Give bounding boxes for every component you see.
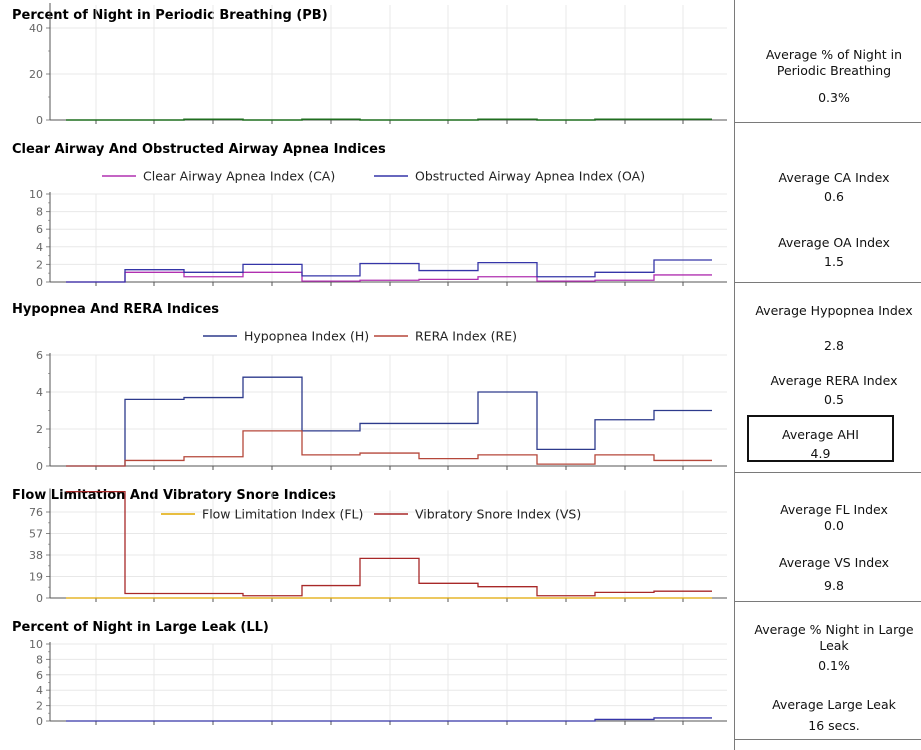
series-line-0	[66, 271, 712, 283]
ll-average-value: 0.1%	[818, 658, 850, 673]
oa-average-label: Average OA Index	[778, 235, 890, 250]
flvs-chart-title: Flow Limitation And Vibratory Snore Indi…	[12, 488, 336, 503]
y-tick-label: 2	[36, 423, 43, 436]
pb-chart: 0 20 40	[29, 3, 727, 127]
fl-average-label: Average FL Index	[780, 502, 888, 517]
y-tick-label: 10	[29, 638, 43, 651]
y-tick-label: 0	[36, 715, 43, 728]
series-line-1	[66, 490, 712, 597]
y-tick-label: 40	[29, 22, 43, 35]
series-line-0	[66, 118, 712, 121]
stats-divider	[735, 122, 921, 123]
y-tick-label: 0	[36, 460, 43, 473]
series-line-1	[66, 259, 712, 283]
vs-average-label: Average VS Index	[778, 555, 890, 570]
hypopnea-rera-chart: 0 2 4 6 Hypopnea Index (H) RERA Index (RE)	[36, 329, 727, 473]
fl-average-value: 0.0	[824, 518, 844, 533]
y-tick-label: 6	[36, 669, 43, 682]
hyp-chart-title: Hypopnea And RERA Indices	[12, 302, 220, 317]
hyp-average-label: Average Hypopnea Index	[755, 303, 913, 318]
ahi-average-value: 4.9	[810, 446, 831, 461]
ll-chart-title: Percent of Night in Large Leak (LL)	[12, 620, 269, 635]
hyp-average-value: 2.8	[824, 338, 844, 353]
y-tick-label: 10	[29, 188, 43, 201]
ca-average-value: 0.6	[824, 189, 844, 204]
rera-average-value: 0.5	[824, 392, 844, 407]
leak-average-label: Average Large Leak	[772, 697, 896, 712]
y-tick-label: 6	[36, 349, 43, 362]
series-line-1	[66, 430, 712, 467]
series-line-0	[66, 717, 712, 722]
ahi-summary-box: Average AHI 4.9	[747, 415, 894, 462]
pb-chart-title: Percent of Night in Periodic Breathing (…	[12, 8, 328, 23]
y-tick-label: 2	[36, 258, 43, 271]
y-tick-label: 76	[29, 506, 43, 519]
pb-average-value: 0.3%	[818, 90, 850, 105]
y-tick-label: 57	[29, 528, 43, 541]
y-tick-label: 4	[36, 684, 43, 697]
stats-divider	[735, 282, 921, 283]
y-tick-label: 38	[29, 549, 43, 562]
y-tick-label: 8	[36, 653, 43, 666]
y-tick-label: 6	[36, 223, 43, 236]
ahi-average-label: Average AHI	[782, 427, 859, 442]
fl-vs-chart: 0 19 38 57 76 Flow Limitation Index (FL) Vibra…	[29, 488, 727, 605]
y-tick-label: 0	[36, 592, 43, 605]
stats-divider	[735, 472, 921, 473]
stats-divider	[735, 601, 921, 602]
y-tick-label: 8	[36, 206, 43, 219]
apnea-chart: 0 2 4 6 8 10 Clear Airway Apnea Index (CA) Obst…	[29, 169, 727, 289]
y-tick-label: 20	[29, 68, 43, 81]
stats-divider	[735, 739, 921, 740]
legend-label: Obstructed Airway Apnea Index (OA)	[415, 169, 645, 184]
pb-average-label: Average % of Night in Periodic Breathing	[765, 47, 903, 78]
legend-label: RERA Index (RE)	[415, 329, 517, 344]
legend-label: Clear Airway Apnea Index (CA)	[143, 169, 335, 184]
y-tick-label: 4	[36, 241, 43, 254]
series-line-0	[66, 376, 712, 467]
y-tick-label: 4	[36, 386, 43, 399]
y-tick-label: 0	[36, 276, 43, 289]
y-tick-label: 2	[36, 700, 43, 713]
apnea-chart-title: Clear Airway And Obstructed Airway Apnea…	[12, 142, 386, 157]
oa-average-value: 1.5	[824, 254, 844, 269]
vs-average-value: 9.8	[824, 578, 844, 593]
legend-label: Flow Limitation Index (FL)	[202, 507, 363, 522]
large-leak-chart: 0 2 4 6 8 10	[29, 638, 727, 728]
leak-average-value: 16 secs.	[808, 718, 860, 733]
stats-panel: Average % of Night in Periodic Breathing…	[734, 0, 921, 750]
ca-average-label: Average CA Index	[778, 170, 890, 185]
rera-average-label: Average RERA Index	[770, 373, 898, 388]
legend-label: Hypopnea Index (H)	[244, 329, 369, 344]
y-tick-label: 19	[29, 571, 43, 584]
ll-average-label: Average % Night in Large Leak	[754, 622, 914, 653]
y-tick-label: 0	[36, 114, 43, 127]
legend-label: Vibratory Snore Index (VS)	[415, 507, 581, 522]
